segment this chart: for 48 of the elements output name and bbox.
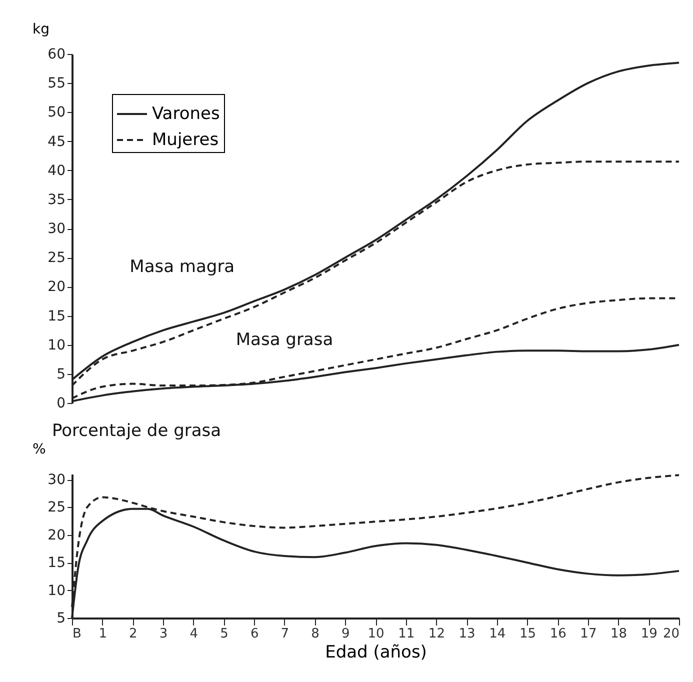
y-tick-label: 55 (48, 76, 66, 92)
x-tick-label: 20 (662, 626, 680, 642)
x-tick-label: 2 (129, 626, 138, 642)
x-tick-label: 3 (159, 626, 168, 642)
x-tick-label: 12 (428, 626, 445, 642)
x-tick-label: 11 (398, 626, 415, 642)
x-tick-label: 10 (368, 626, 384, 642)
x-tick-label: 6 (250, 626, 259, 642)
x-tick-label: 17 (580, 626, 597, 642)
y-tick-label: 10 (48, 582, 66, 599)
y-tick-label: 30 (48, 221, 66, 237)
x-tick-label: 15 (519, 626, 536, 642)
y-axis-title: kg (32, 22, 50, 38)
y-tick-label: 15 (48, 308, 66, 324)
legend-label: Varones (152, 104, 220, 124)
y-tick-label: 25 (48, 500, 66, 516)
y-tick-label: 20 (48, 279, 66, 296)
y-tick-label: 40 (48, 162, 66, 179)
chart-title: Porcentaje de grasa (52, 421, 222, 441)
x-tick-label: 4 (190, 626, 198, 642)
y-tick-label: 0 (56, 396, 66, 412)
x-tick-label: 5 (220, 626, 228, 642)
annotation: Masa grasa (236, 330, 334, 350)
y-tick-label: 60 (48, 46, 66, 62)
x-axis-title: Edad (años) (325, 642, 427, 662)
y-tick-label: 25 (48, 250, 66, 266)
y-tick-label: 30 (48, 472, 66, 488)
x-tick-label: B (72, 626, 82, 642)
x-tick-label: 14 (489, 626, 506, 642)
x-tick-label: 16 (550, 626, 566, 642)
y-tick-label: 5 (56, 610, 66, 626)
y-tick-label: 50 (48, 104, 66, 121)
y-tick-label: 35 (48, 192, 66, 208)
x-tick-label: 1 (98, 626, 107, 642)
x-tick-label: 19 (640, 626, 658, 642)
y-tick-label: 10 (48, 337, 66, 354)
y-tick-label: 20 (48, 527, 66, 544)
x-tick-label: 8 (311, 626, 320, 642)
legend-label: Mujeres (152, 130, 219, 150)
x-tick-label: 9 (342, 626, 350, 642)
x-tick-label: 7 (280, 626, 290, 642)
y-tick-label: 45 (48, 134, 66, 150)
y-tick-label: 5 (56, 366, 66, 382)
y-tick-label: 15 (48, 555, 66, 572)
x-tick-label: 18 (610, 626, 628, 642)
y-axis-title: % (32, 442, 46, 458)
annotation: Masa magra (130, 256, 235, 277)
x-tick-label: 13 (458, 626, 476, 642)
